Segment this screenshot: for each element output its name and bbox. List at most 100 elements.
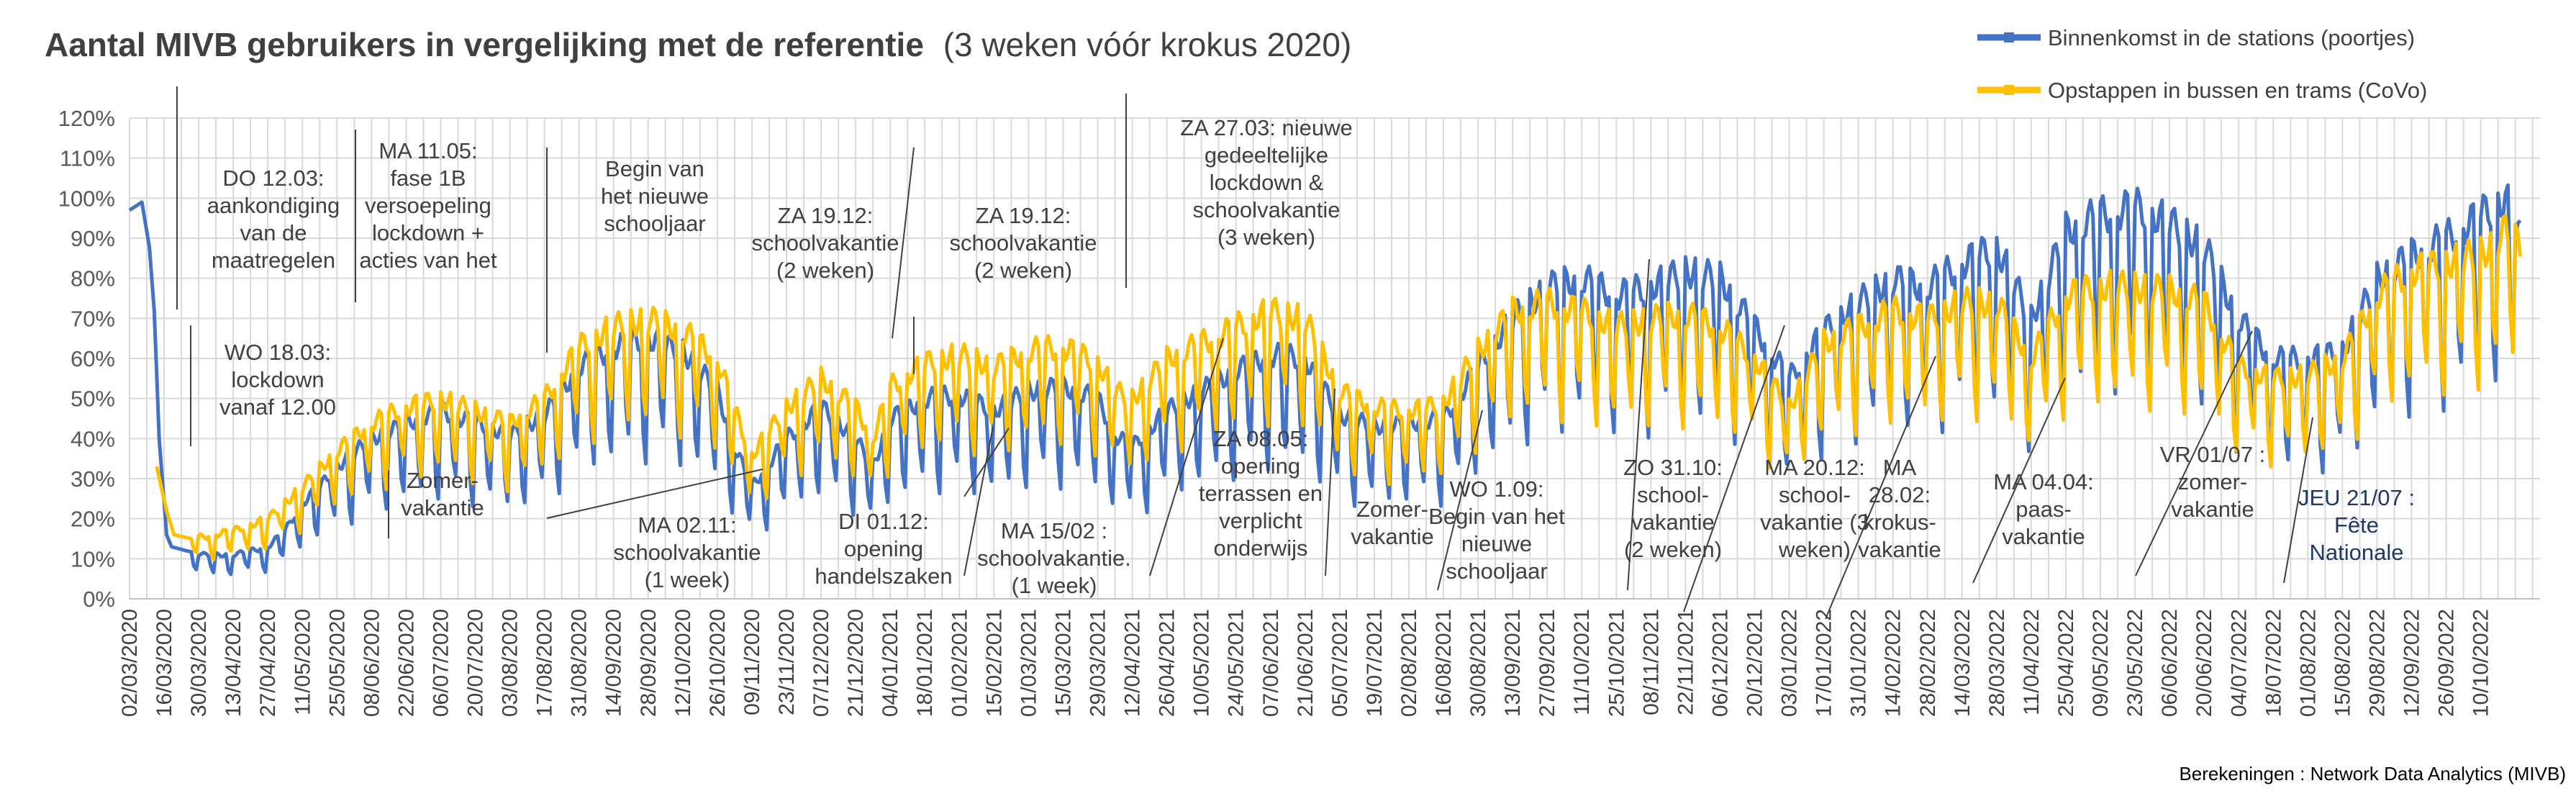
y-tick-label: 60% xyxy=(71,346,115,371)
x-tick-label: 14/03/2022 xyxy=(1951,609,1974,717)
annotation-text: gedeeltelijke xyxy=(1205,143,1328,168)
x-tick-label: 31/08/2020 xyxy=(568,609,591,717)
annotation-text: vakantie xyxy=(1351,524,1433,549)
x-tick-label: 01/02/2021 xyxy=(948,609,971,717)
x-tick-label: 13/04/2020 xyxy=(222,609,245,717)
y-tick-label: 20% xyxy=(71,507,115,532)
annotation-text: Zomer- xyxy=(407,468,479,493)
annotation-text: het nieuwe xyxy=(601,184,709,209)
x-tick-label: 14/02/2022 xyxy=(1882,609,1905,717)
annotation-text: vakantie xyxy=(1858,537,1941,562)
annotation-text: MA 20.12: xyxy=(1764,455,1865,480)
annotation-leader xyxy=(1825,356,1936,620)
x-tick-label: 25/05/2020 xyxy=(325,609,349,717)
x-tick-label: 11/10/2021 xyxy=(1570,609,1594,715)
annotation-leader xyxy=(546,469,763,519)
x-tick-label: 13/09/2021 xyxy=(1501,609,1525,717)
series-lines xyxy=(128,183,2522,576)
x-tick-label: 26/09/2022 xyxy=(2435,609,2459,717)
x-tick-label: 19/07/2021 xyxy=(1363,609,1387,717)
annotation-text: nieuwe xyxy=(1461,531,1532,556)
annotation-text: verplicht xyxy=(1219,508,1302,533)
x-tick-label: 29/08/2022 xyxy=(2365,609,2389,717)
x-tick-label: 25/04/2022 xyxy=(2054,609,2078,717)
annotation-leader xyxy=(1149,338,1224,576)
annotation-text: (1 week) xyxy=(1012,573,1097,598)
x-tick-label: 07/06/2021 xyxy=(1259,609,1283,717)
x-tick-label: 30/03/2020 xyxy=(187,609,211,717)
x-tick-label: 23/05/2022 xyxy=(2123,609,2147,717)
annotation-text: vakantie (3 xyxy=(1760,510,1869,535)
x-tick-label: 02/03/2020 xyxy=(118,609,142,717)
x-tick-label: 21/06/2021 xyxy=(1294,609,1318,717)
annotation-leader xyxy=(1325,388,1335,576)
annotation-text: opening xyxy=(844,536,923,561)
x-tick-label: 27/09/2021 xyxy=(1536,609,1559,717)
annotation-text: vakantie xyxy=(1631,510,1714,535)
x-tick-label: 12/04/2021 xyxy=(1121,609,1145,717)
y-tick-label: 70% xyxy=(71,306,115,331)
annotation-text: versoepeling xyxy=(365,193,491,218)
annotation-text: schooljaar xyxy=(604,211,705,236)
x-tick-label: 03/08/2020 xyxy=(499,609,522,717)
x-tick-label: 08/06/2020 xyxy=(360,609,384,717)
x-tick-label: 16/03/2020 xyxy=(153,609,176,717)
annotation-text: JEU 21/07 : xyxy=(2298,485,2415,510)
annotation-text: Zomer- xyxy=(1356,497,1428,522)
x-tick-label: 30/08/2021 xyxy=(1466,609,1490,717)
annotation-leader xyxy=(892,147,915,339)
annotation-text: paas- xyxy=(2015,497,2072,522)
y-tick-label: 30% xyxy=(71,466,115,492)
annotation-text: Nationale xyxy=(2310,540,2404,565)
x-tick-label: 28/03/2022 xyxy=(1985,609,2009,717)
x-tick-label: 02/08/2021 xyxy=(1397,609,1421,717)
legend: Binnenkomst in de stations (poortjes) Op… xyxy=(1977,25,2427,103)
x-tick-label: 26/10/2020 xyxy=(706,609,730,717)
annotation-text: MA 11.05: xyxy=(378,138,477,163)
annotation-leader xyxy=(963,428,1010,497)
chart-title-main: Aantal MIVB gebruikers in vergelijking m… xyxy=(45,26,924,63)
annotation-text: lockdown + xyxy=(372,220,484,245)
annotation-text: Begin van het xyxy=(1428,504,1565,529)
annotation-leader xyxy=(2135,330,2253,576)
x-tick-label: 18/01/2021 xyxy=(913,609,937,717)
x-tick-label: 17/01/2022 xyxy=(1813,609,1836,717)
annotation-text: vakantie xyxy=(401,495,484,520)
annotation-text: DI 01.12: xyxy=(838,509,929,534)
x-tick-label: 11/04/2022 xyxy=(2020,609,2044,715)
annotation-text: (1 week) xyxy=(645,567,730,592)
series-line-opstappen xyxy=(155,214,2522,562)
annotation-text: maatregelen xyxy=(212,248,335,273)
chart-title: Aantal MIVB gebruikers in vergelijking m… xyxy=(45,26,1351,63)
x-tick-label: 15/02/2021 xyxy=(982,609,1006,717)
x-tick-label: 14/09/2020 xyxy=(602,609,626,717)
gridlines xyxy=(129,117,2540,600)
annotation-leader xyxy=(1437,410,1483,591)
legend-marker-binnenkomst xyxy=(2004,32,2014,42)
x-tick-label: 01/03/2021 xyxy=(1017,609,1040,717)
x-tick-label: 20/06/2022 xyxy=(2192,609,2216,717)
annotation-text: ZO 31.10: xyxy=(1623,455,1723,480)
annotation-text: school- xyxy=(1637,482,1709,507)
x-tick-label: 11/05/2020 xyxy=(291,609,314,715)
annotation-leader xyxy=(1627,258,1650,591)
annotation-text: MA 02.11: xyxy=(638,512,736,538)
x-axis-ticks: 02/03/2020 16/03/2020 30/03/2020 13/04/2020… xyxy=(118,609,2493,717)
series-line-binnenkomst xyxy=(128,183,2522,576)
annotation-text: terrassen en xyxy=(1199,481,1323,506)
x-tick-label: 09/05/2022 xyxy=(2089,609,2113,717)
annotation-text: Fête xyxy=(2334,512,2379,538)
annotation-text: van de xyxy=(240,220,307,245)
annotation-text: onderwijs xyxy=(1214,535,1308,561)
annotation-text: MA 04.04: xyxy=(1993,469,2094,494)
x-tick-label: 15/08/2022 xyxy=(2331,609,2354,717)
annotation-text: handelszaken xyxy=(815,564,952,589)
x-tick-label: 26/04/2021 xyxy=(1156,609,1179,717)
annotation-text: vanaf 12.00 xyxy=(219,394,336,420)
annotation-text: acties van het xyxy=(359,248,497,273)
annotation-text: (2 weken) xyxy=(1624,537,1722,562)
x-tick-label: 08/11/2021 xyxy=(1639,609,1663,715)
legend-marker-opstappen xyxy=(2004,85,2014,95)
annotation-text: MA 15/02 : xyxy=(1001,518,1107,543)
